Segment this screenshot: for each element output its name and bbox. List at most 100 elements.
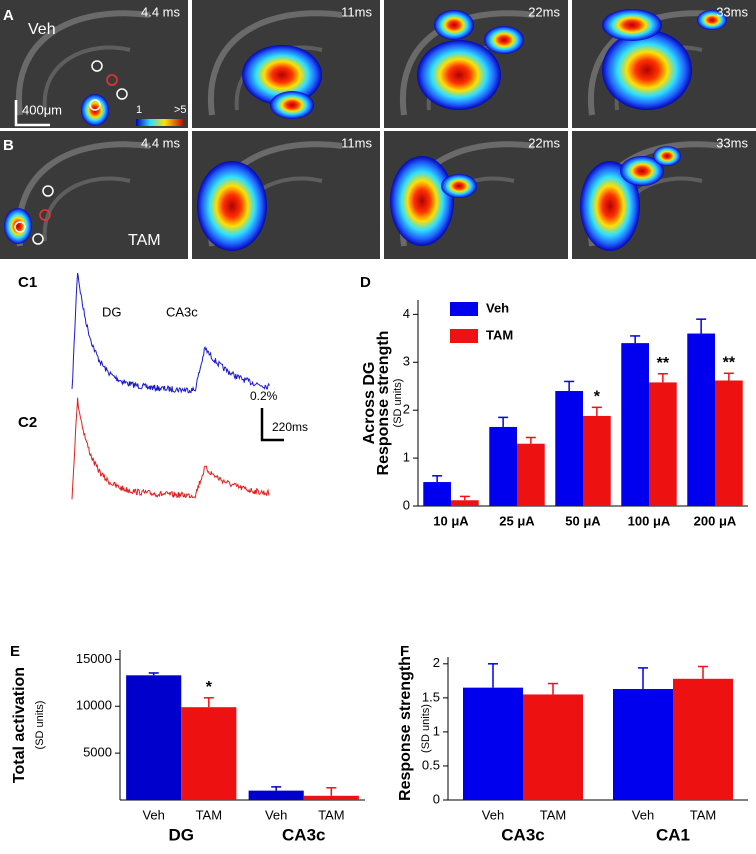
bar	[613, 689, 673, 800]
x-tick-label: 10 μA	[433, 513, 469, 528]
roi	[89, 99, 101, 111]
y-axis-label: Across DG	[361, 362, 378, 445]
y-axis-label: Total activation	[11, 667, 28, 783]
legend-label: TAM	[486, 327, 513, 342]
y-tick-label: 1	[403, 450, 410, 465]
trace-label: DG	[102, 304, 122, 319]
y-tick-label: 10000	[76, 698, 112, 713]
roi	[32, 233, 44, 245]
roi	[91, 60, 103, 72]
activation	[417, 40, 501, 110]
tissue	[42, 45, 131, 111]
x-tick-label: 200 μA	[694, 513, 737, 528]
panel-label: E	[10, 643, 20, 660]
bar-label: TAM	[196, 807, 222, 822]
tissue	[207, 10, 343, 116]
significance: *	[594, 389, 601, 406]
activation	[390, 156, 454, 246]
bar	[621, 343, 649, 506]
scale-label: 400μm	[22, 102, 62, 117]
bar	[463, 687, 523, 800]
y-tick-label: 0.5	[422, 757, 440, 772]
y-tick-label: 1.5	[422, 689, 440, 704]
bar-label: TAM	[318, 807, 344, 822]
activation	[602, 30, 692, 110]
significance: **	[657, 355, 670, 372]
y-axis-label: (SD units)	[392, 379, 404, 428]
bar	[489, 426, 517, 506]
bar	[517, 443, 545, 506]
traces: DG CA3c 0.2% 220ms	[71, 272, 308, 500]
bar	[451, 500, 479, 506]
panel-label: F	[400, 643, 409, 660]
roi	[42, 185, 54, 197]
image-frame	[0, 131, 188, 259]
bar-label: Veh	[482, 807, 504, 822]
panel-label: C2	[18, 414, 37, 431]
image-panels: 4.4 ms 11ms 22ms 33ms Veh 4.4 ms 11ms 22ms 33ms T…	[0, 0, 756, 259]
scale-bar	[260, 408, 284, 442]
colorbar-label: 1	[136, 104, 142, 116]
legend-swatch	[450, 329, 478, 343]
scale-label: 0.2%	[250, 389, 278, 403]
frame-time: 4.4 ms	[141, 4, 181, 19]
tissue	[42, 176, 131, 242]
frame-time: 11ms	[341, 135, 372, 150]
activation	[197, 161, 267, 251]
panel-label: B	[3, 137, 14, 154]
frame-time: 11ms	[341, 4, 372, 19]
activation	[602, 9, 662, 41]
frame-time: 33ms	[716, 135, 748, 150]
activation	[580, 161, 640, 251]
x-tick-label: DG	[169, 825, 195, 844]
y-tick-label: 4	[403, 306, 410, 321]
y-axis-label: (SD units)	[34, 701, 46, 750]
x-tick-label: 25 μA	[499, 513, 535, 528]
legend-label: Veh	[486, 300, 509, 315]
bar	[687, 333, 715, 506]
y-axis-label: (SD units)	[420, 704, 432, 753]
colorbar-label: >5	[174, 104, 187, 116]
x-tick-label: 50 μA	[565, 513, 601, 528]
bar-label: TAM	[540, 807, 566, 822]
panel-label: C1	[18, 274, 37, 291]
activation	[4, 208, 32, 244]
activation	[242, 45, 322, 105]
panel-label: A	[3, 7, 14, 24]
group-label: TAM	[128, 232, 161, 249]
trace	[71, 397, 270, 500]
roi	[106, 74, 118, 86]
bar	[555, 391, 583, 506]
bar	[423, 482, 451, 506]
roi	[14, 221, 26, 233]
bar	[126, 675, 182, 800]
activation	[484, 26, 524, 54]
colorbar	[136, 119, 184, 126]
bar-label: Veh	[142, 807, 164, 822]
y-tick-label: 0	[403, 497, 410, 512]
y-tick-label: 1	[433, 723, 440, 738]
frame-time: 33ms	[716, 4, 748, 19]
bar-label: Veh	[265, 807, 287, 822]
trace-label: CA3c	[166, 304, 198, 319]
activation	[270, 91, 314, 119]
y-tick-label: 2	[403, 402, 410, 417]
activation	[441, 174, 477, 198]
bar	[673, 678, 733, 800]
activation	[434, 10, 474, 40]
y-tick-label: 2	[433, 655, 440, 670]
significance: **	[723, 355, 736, 372]
scale-label: 220ms	[272, 420, 308, 434]
panel-label: D	[360, 274, 371, 291]
bar	[583, 415, 611, 506]
activation	[697, 10, 727, 30]
legend-swatch	[450, 302, 478, 316]
y-tick-label: 15000	[76, 651, 112, 666]
bar	[715, 380, 743, 506]
activation	[653, 146, 681, 166]
bar-label: TAM	[690, 807, 716, 822]
roi	[116, 88, 128, 100]
tissue	[15, 10, 151, 116]
bar-label: Veh	[632, 807, 654, 822]
